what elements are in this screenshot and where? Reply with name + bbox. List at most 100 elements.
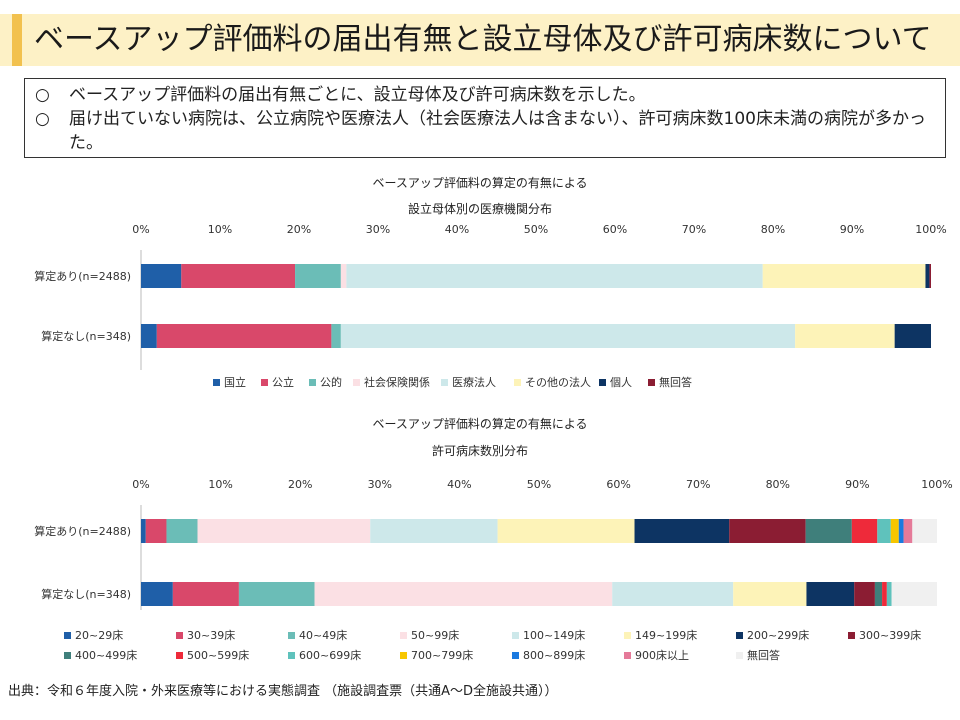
- x-tick-label: 90%: [845, 478, 869, 491]
- legend-swatch: [736, 632, 743, 639]
- summary-text: ベースアップ評価料の届出有無ごとに、設立母体及び許可病床数を示した。: [69, 85, 646, 105]
- bar-segment: [197, 519, 371, 543]
- legend-label: 600~699床: [299, 648, 361, 662]
- slide-title: ベースアップ評価料の届出有無と設立母体及び許可病床数について: [34, 22, 932, 57]
- legend-swatch: [512, 632, 519, 639]
- title-band: ベースアップ評価料の届出有無と設立母体及び許可病床数について: [0, 14, 960, 66]
- legend-swatch: [648, 379, 655, 386]
- bar-segment: [634, 519, 730, 543]
- legend-swatch: [512, 652, 519, 659]
- bar-segment: [882, 582, 887, 606]
- bar-segment: [762, 264, 926, 288]
- category-label: 算定あり(n=2488): [34, 524, 131, 538]
- chart1-ownership-distribution: 0% 10% 20% 30% 40% 50% 60% 70% 80% 90% 100% 算定あり(n=…: [34, 223, 946, 389]
- bar-segment: [886, 582, 892, 606]
- bar-segment: [295, 264, 341, 288]
- x-tick-label: 50%: [524, 223, 548, 236]
- bar-segment: [806, 582, 855, 606]
- bar-segment: [141, 582, 173, 606]
- legend-label: 公的: [320, 375, 342, 389]
- legend-swatch: [64, 632, 71, 639]
- legend-swatch: [176, 632, 183, 639]
- legend-swatch: [400, 652, 407, 659]
- x-tick-label: 30%: [366, 223, 390, 236]
- x-tick-label: 30%: [368, 478, 392, 491]
- bullet-mark: ○: [35, 85, 50, 105]
- bar-segment: [340, 324, 796, 348]
- bar-segment: [166, 519, 198, 543]
- legend-swatch: [288, 652, 295, 659]
- legend-label: 無回答: [747, 648, 780, 662]
- source-note: 出典：令和６年度入院・外来医療等における実態調査 （施設調査票（共通A～D全施設…: [8, 684, 558, 699]
- bar-segment: [141, 264, 182, 288]
- legend-label: 200~299床: [747, 628, 809, 642]
- chart1-title-line1: ベースアップ評価料の算定の有無による: [372, 176, 588, 190]
- legend-label: 700~799床: [411, 648, 473, 662]
- bar-segment: [795, 324, 895, 348]
- legend-label: 無回答: [659, 375, 692, 389]
- bar-segment: [156, 324, 332, 348]
- chart2-title-line2: 許可病床数別分布: [431, 444, 528, 458]
- x-tick-label: 60%: [606, 478, 630, 491]
- legend-label: 社会保険関係: [364, 375, 430, 389]
- bar-segment: [929, 264, 931, 288]
- legend-label: 800~899床: [523, 648, 585, 662]
- bar-segment: [851, 519, 878, 543]
- legend-label: 医療法人: [452, 375, 496, 389]
- legend-swatch: [514, 379, 521, 386]
- bar-segment: [314, 582, 613, 606]
- x-tick-label: 80%: [766, 478, 790, 491]
- legend-label: 400~499床: [75, 648, 137, 662]
- legend-label: 40~49床: [299, 628, 347, 642]
- summary-box: ○ ベースアップ評価料の届出有無ごとに、設立母体及び許可病床数を示した。 ○ 届…: [24, 78, 946, 158]
- legend-swatch: [288, 632, 295, 639]
- bar-segment: [612, 582, 734, 606]
- x-tick-label: 10%: [208, 478, 232, 491]
- bar-segment: [497, 519, 635, 543]
- bar-segment: [346, 264, 763, 288]
- legend-swatch: [261, 379, 268, 386]
- bar-segment: [238, 582, 315, 606]
- bar-segment: [890, 519, 899, 543]
- legend-swatch: [736, 652, 743, 659]
- category-label: 算定あり(n=2488): [34, 269, 131, 283]
- bar-segment: [172, 582, 239, 606]
- x-tick-label: 80%: [761, 223, 785, 236]
- x-tick-label: 90%: [840, 223, 864, 236]
- bar-segment: [891, 582, 937, 606]
- legend-label: 300~399床: [859, 628, 921, 642]
- legend-label: 国立: [224, 375, 246, 389]
- x-tick-label: 40%: [447, 478, 471, 491]
- legend-label: その他の法人: [525, 375, 591, 389]
- bar-segment: [141, 519, 146, 543]
- bar-segment: [877, 519, 891, 543]
- legend-swatch: [400, 632, 407, 639]
- x-tick-label: 20%: [288, 478, 312, 491]
- legend-label: 50~99床: [411, 628, 459, 642]
- x-tick-label: 20%: [287, 223, 311, 236]
- legend-swatch: [848, 632, 855, 639]
- bar-segment: [874, 582, 883, 606]
- legend-swatch: [624, 652, 631, 659]
- legend-swatch: [213, 379, 220, 386]
- x-tick-label: 0%: [132, 223, 149, 236]
- legend-label: 500~599床: [187, 648, 249, 662]
- bar-segment: [331, 324, 341, 348]
- bar-segment: [145, 519, 167, 543]
- x-tick-label: 70%: [682, 223, 706, 236]
- x-tick-label: 50%: [527, 478, 551, 491]
- category-label: 算定なし(n=348): [41, 329, 131, 343]
- legend-label: 20~29床: [75, 628, 123, 642]
- bar-segment: [729, 519, 806, 543]
- bar-segment: [894, 324, 931, 348]
- bar-segment: [181, 264, 296, 288]
- legend-swatch: [353, 379, 360, 386]
- legend-swatch: [64, 652, 71, 659]
- x-tick-label: 0%: [132, 478, 149, 491]
- legend-swatch: [441, 379, 448, 386]
- x-tick-label: 10%: [208, 223, 232, 236]
- x-tick-label: 40%: [445, 223, 469, 236]
- chart2-title-line1: ベースアップ評価料の算定の有無による: [372, 417, 588, 431]
- bullet-mark: ○: [35, 109, 50, 129]
- legend-swatch: [309, 379, 316, 386]
